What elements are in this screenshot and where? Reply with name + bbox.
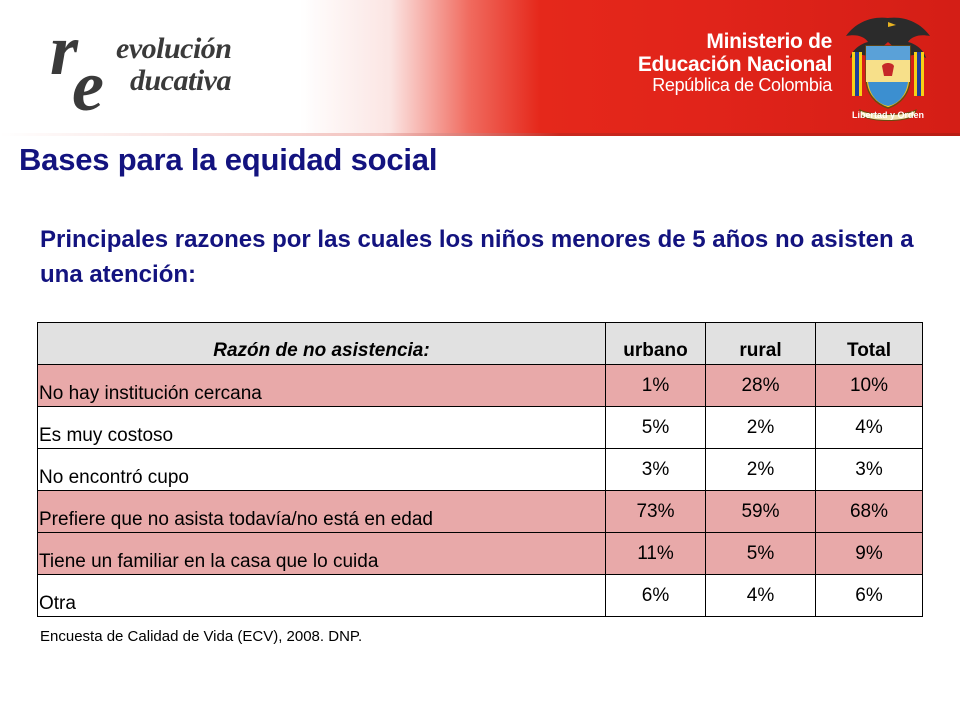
crest-motto: Libertad y Orden [851, 110, 924, 120]
row-rural: 28% [705, 364, 816, 407]
table-header-row: Razón de no asistencia: urbano rural Tot… [37, 322, 923, 365]
row-urbano: 73% [605, 490, 706, 533]
row-total: 10% [815, 364, 923, 407]
ministry-name: Ministerio de Educación Nacional Repúbli… [638, 30, 832, 96]
row-urbano: 3% [605, 448, 706, 491]
row-reason: Prefiere que no asista todavía/no está e… [37, 490, 606, 533]
header-total: Total [815, 322, 923, 365]
row-urbano: 6% [605, 574, 706, 617]
table-row: Otra 6% 4% 6% [37, 574, 923, 617]
logo-big-e: e [72, 46, 104, 126]
row-rural: 2% [705, 448, 816, 491]
row-total: 3% [815, 448, 923, 491]
row-reason: No encontró cupo [37, 448, 606, 491]
row-reason: Otra [37, 574, 606, 617]
row-rural: 5% [705, 532, 816, 575]
page-title: Bases para la equidad social [19, 142, 438, 177]
logo-big-r: r [50, 10, 79, 90]
row-total: 68% [815, 490, 923, 533]
row-reason: Es muy costoso [37, 406, 606, 449]
ministry-line-1: Ministerio de [706, 30, 832, 53]
row-total: 9% [815, 532, 923, 575]
row-urbano: 5% [605, 406, 706, 449]
row-reason: Tiene un familiar en la casa que lo cuid… [37, 532, 606, 575]
colombia-coat-of-arms-icon [846, 17, 930, 121]
row-urbano: 11% [605, 532, 706, 575]
revolucion-educativa-logo: r e evolución ducativa [44, 14, 254, 126]
header-rural: rural [705, 322, 816, 365]
table-row: No hay institución cercana 1% 28% 10% [37, 364, 923, 407]
row-rural: 59% [705, 490, 816, 533]
header-urbano: urbano [605, 322, 706, 365]
row-reason: No hay institución cercana [37, 364, 606, 407]
source-note: Encuesta de Calidad de Vida (ECV), 2008.… [40, 628, 363, 645]
row-total: 4% [815, 406, 923, 449]
page-subtitle: Principales razones por las cuales los n… [40, 226, 914, 289]
table-row: Es muy costoso 5% 2% 4% [37, 406, 923, 449]
ministry-line-3: República de Colombia [652, 75, 832, 96]
reasons-table: Razón de no asistencia: urbano rural Tot… [37, 322, 923, 617]
table-row: No encontró cupo 3% 2% 3% [37, 448, 923, 491]
header-banner: r e evolución ducativa Ministerio de Edu… [0, 0, 960, 133]
row-rural: 2% [705, 406, 816, 449]
ministry-line-2: Educación Nacional [637, 53, 832, 77]
table-row: Prefiere que no asista todavía/no está e… [37, 490, 923, 533]
header-reason: Razón de no asistencia: [37, 322, 606, 365]
table-body: No hay institución cercana 1% 28% 10% Es muy… [37, 364, 923, 617]
row-urbano: 1% [605, 364, 706, 407]
logo-word-revolucion: evolución [116, 32, 232, 65]
row-total: 6% [815, 574, 923, 617]
row-rural: 4% [705, 574, 816, 617]
table-row: Tiene un familiar en la casa que lo cuid… [37, 532, 923, 575]
logo-word-educativa: ducativa [130, 64, 232, 97]
header-divider [0, 133, 960, 136]
